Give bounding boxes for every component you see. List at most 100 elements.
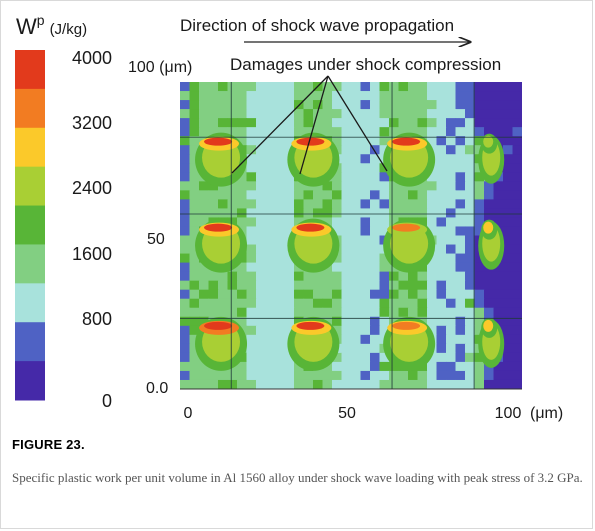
heatmap-cell [246, 316, 257, 327]
heatmap-cell [265, 343, 276, 354]
heatmap-cell [313, 271, 324, 282]
heatmap-cell [503, 379, 514, 389]
heatmap-cell [180, 244, 191, 255]
heatmap-cell [379, 136, 390, 146]
heatmap-cell [322, 199, 333, 210]
heatmap-cell [180, 325, 191, 336]
heatmap-cell [379, 91, 390, 101]
heatmap-cell [351, 109, 362, 119]
heatmap-cell [455, 379, 466, 389]
heatmap-cell [208, 109, 219, 119]
heatmap-cell [341, 82, 352, 92]
heatmap-cell [275, 226, 286, 237]
heatmap-cell [484, 379, 495, 389]
heatmap-cell [370, 298, 381, 309]
heatmap-cell [341, 343, 352, 354]
heatmap-cell [284, 127, 295, 137]
heatmap-cell [351, 280, 362, 291]
heatmap-cell [246, 253, 257, 264]
heatmap-cell [360, 316, 371, 327]
heatmap-cell [379, 118, 390, 128]
heatmap-cell [427, 307, 438, 318]
heatmap-cell [446, 334, 457, 345]
heatmap-cell [265, 181, 276, 191]
heatmap-cell [256, 253, 267, 264]
heatmap-cell [503, 244, 514, 255]
heatmap-cell [503, 271, 514, 282]
heatmap-cell [389, 361, 400, 372]
heatmap-cell [294, 208, 305, 219]
heatmap-cell [303, 307, 314, 318]
heatmap-cell [465, 352, 476, 363]
heatmap-cell [417, 307, 428, 318]
heatmap-cell [446, 100, 457, 110]
heatmap-cell [208, 271, 219, 282]
heatmap-cell [398, 280, 409, 291]
heatmap-cell [275, 298, 286, 309]
colorbar-segment [15, 322, 45, 362]
heatmap-cell [246, 208, 257, 219]
heatmap-cell [370, 307, 381, 318]
heatmap-cell [294, 91, 305, 101]
heatmap-cell [484, 208, 495, 219]
heatmap-cell [370, 154, 381, 164]
heatmap-cell [341, 244, 352, 255]
heatmap-cell [246, 127, 257, 137]
heatmap-cell [237, 289, 248, 300]
heatmap-cell [313, 289, 324, 300]
heatmap-cell [436, 271, 447, 282]
heatmap-cell [265, 127, 276, 137]
heatmap-cell [322, 298, 333, 309]
heatmap-cell [313, 370, 324, 381]
heatmap-cell [332, 289, 343, 300]
heatmap-cell [512, 280, 522, 291]
heatmap-cell [370, 190, 381, 200]
heatmap-cell [246, 271, 257, 282]
heatmap-cell [227, 181, 238, 191]
heatmap-cell [351, 307, 362, 318]
heatmap-cell [208, 100, 219, 110]
heatmap-cell [503, 127, 514, 137]
heatmap-cell [341, 370, 352, 381]
heatmap-cell [341, 271, 352, 282]
heatmap-cell [512, 127, 522, 137]
heatmap-cell [237, 136, 248, 146]
heatmap-cell [455, 181, 466, 191]
heatmap-cell [227, 199, 238, 210]
annotation-pointer [327, 75, 388, 172]
heatmap-cell [256, 181, 267, 191]
heatmap-cell [284, 109, 295, 119]
heatmap-cell [455, 352, 466, 363]
heatmap-cell [199, 91, 210, 101]
heatmap-cell [265, 307, 276, 318]
heatmap-cell [389, 100, 400, 110]
heatmap-cell [275, 325, 286, 336]
heatmap-cell [322, 307, 333, 318]
heatmap-cell [370, 208, 381, 219]
heatmap-cell [493, 316, 504, 327]
heatmap-cell [455, 316, 466, 327]
figure-caption: Specific plastic work per unit volume in… [12, 470, 583, 485]
heatmap-cell [455, 226, 466, 237]
heatmap-cell [294, 280, 305, 291]
heatmap-cell [180, 127, 191, 137]
heatmap-cell [180, 343, 191, 354]
heatmap-cell [360, 145, 371, 155]
heatmap-cell [474, 136, 485, 146]
damage-core [483, 221, 494, 234]
heatmap-cell [275, 307, 286, 318]
heatmap-cell [379, 109, 390, 119]
heatmap-cell [427, 181, 438, 191]
heatmap-cell [322, 271, 333, 282]
heatmap-cell [370, 226, 381, 237]
heatmap-cell [208, 199, 219, 210]
heatmap-cell [446, 163, 457, 173]
heatmap-cell [436, 379, 447, 389]
damage-core [204, 223, 233, 232]
heatmap-cell [512, 298, 522, 309]
heatmap-cell [218, 280, 229, 291]
heatmap-cell [237, 280, 248, 291]
heatmap-cell [379, 82, 390, 92]
heatmap-cell [237, 181, 248, 191]
heatmap-cell [246, 244, 257, 255]
